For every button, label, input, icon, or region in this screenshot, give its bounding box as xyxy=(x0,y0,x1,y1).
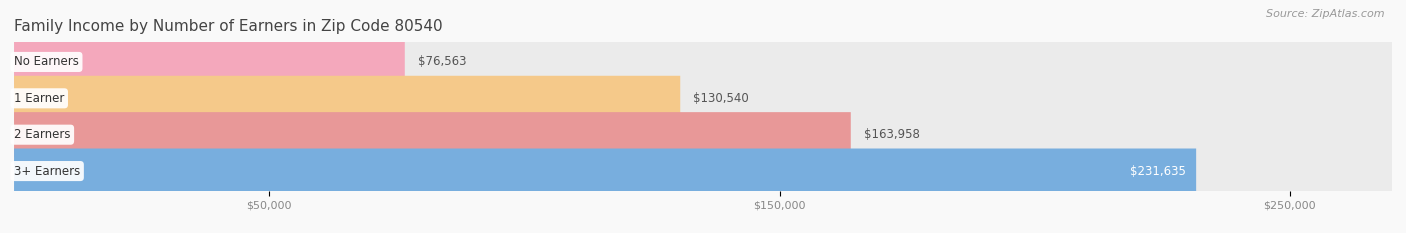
FancyBboxPatch shape xyxy=(14,112,1392,157)
Text: $130,540: $130,540 xyxy=(693,92,749,105)
Text: $163,958: $163,958 xyxy=(863,128,920,141)
Text: Family Income by Number of Earners in Zip Code 80540: Family Income by Number of Earners in Zi… xyxy=(14,19,443,34)
FancyBboxPatch shape xyxy=(14,76,681,121)
FancyBboxPatch shape xyxy=(14,148,1197,194)
FancyBboxPatch shape xyxy=(14,76,1392,121)
Text: No Earners: No Earners xyxy=(14,55,79,69)
FancyBboxPatch shape xyxy=(14,39,1392,85)
FancyBboxPatch shape xyxy=(14,148,1392,194)
Text: Source: ZipAtlas.com: Source: ZipAtlas.com xyxy=(1267,9,1385,19)
Text: 3+ Earners: 3+ Earners xyxy=(14,164,80,178)
FancyBboxPatch shape xyxy=(14,112,851,157)
Text: 2 Earners: 2 Earners xyxy=(14,128,70,141)
Text: $76,563: $76,563 xyxy=(418,55,465,69)
Text: $231,635: $231,635 xyxy=(1130,164,1185,178)
FancyBboxPatch shape xyxy=(14,39,405,85)
Text: 1 Earner: 1 Earner xyxy=(14,92,65,105)
